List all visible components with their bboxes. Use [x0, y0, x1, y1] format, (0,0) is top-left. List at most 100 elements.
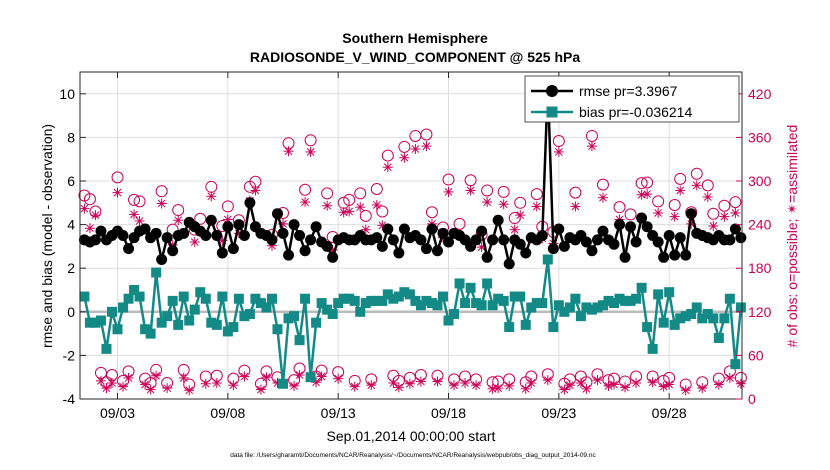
- rmse-point-105: [658, 251, 670, 263]
- bias-point-75: [493, 293, 504, 304]
- bias-point-2: [90, 317, 101, 328]
- assimilated-marker-116: [719, 211, 730, 222]
- rmse-point-66: [443, 236, 455, 248]
- assimilated-marker-76: [498, 199, 509, 210]
- x-axis-ticks: 09/03 09/08 09/13 09/18 09/23 09/28: [100, 72, 687, 421]
- bias-point-99: [625, 295, 636, 306]
- rmse-point-29: [238, 230, 250, 241]
- assimilated-marker-84: [542, 375, 553, 386]
- bias-point-111: [691, 302, 702, 313]
- possible-marker-6: [111, 171, 124, 184]
- bias-point-74: [487, 300, 498, 311]
- bias-point-109: [680, 311, 691, 322]
- rmse-point-30: [244, 197, 256, 209]
- possible-marker-76: [497, 185, 510, 198]
- bias-point-38: [289, 311, 300, 322]
- assimilated-marker-119: [735, 378, 746, 389]
- assimilated-marker-71: [471, 380, 482, 391]
- rmse-point-39: [294, 230, 306, 241]
- rmse-point-45: [327, 251, 339, 263]
- bias-point-94: [597, 300, 608, 311]
- bias-point-52: [366, 295, 377, 306]
- possible-marker-118: [729, 196, 742, 209]
- bias-point-70: [465, 282, 476, 293]
- bias-point-108: [675, 313, 686, 324]
- legend-rmse-label: rmse pr=3.3967: [579, 83, 678, 99]
- assimilated-marker-32: [255, 384, 266, 395]
- possible-marker-58: [398, 140, 411, 153]
- bias-point-95: [603, 295, 614, 306]
- assimilated-marker-33: [261, 372, 272, 383]
- assimilated-marker-1: [84, 223, 95, 234]
- rmse-point-44: [321, 240, 333, 252]
- y-tick-label-4: 4: [67, 217, 75, 233]
- x-tick-label-2: 09/13: [321, 405, 356, 421]
- rmse-point-97: [614, 219, 626, 231]
- assimilated-marker-39: [294, 370, 305, 381]
- rmse-point-119: [735, 232, 747, 244]
- assimilated-marker-94: [597, 192, 608, 203]
- assimilated-marker-59: [404, 378, 415, 389]
- x-tick-label-0: 09/03: [100, 405, 135, 421]
- bias-point-68: [454, 278, 465, 289]
- bias-point-58: [399, 287, 410, 298]
- possible-marker-94: [596, 178, 609, 191]
- possible-marker-54: [376, 205, 389, 218]
- rmse-point-41: [305, 234, 317, 246]
- rmse-point-35: [271, 208, 283, 220]
- rmse-point-117: [724, 234, 736, 246]
- assimilated-marker-98: [620, 382, 631, 393]
- rmse-point-107: [669, 249, 681, 261]
- assimilated-marker-46: [333, 373, 344, 384]
- bias-point-72: [476, 300, 487, 311]
- bias-point-113: [702, 308, 713, 319]
- y2-axis-label: # of obs: o=possible; ✴=assimilated: [784, 125, 800, 348]
- rmse-point-77: [503, 258, 515, 270]
- assimilated-marker-49: [349, 381, 360, 392]
- bias-point-81: [526, 302, 537, 313]
- rmse-point-3: [95, 225, 107, 237]
- assimilated-marker-51: [360, 224, 371, 235]
- bias-point-51: [360, 298, 371, 309]
- bias-point-101: [636, 282, 647, 293]
- assimilated-marker-117: [724, 372, 735, 383]
- rmse-point-74: [487, 234, 499, 246]
- possible-marker-10: [133, 195, 146, 208]
- bias-point-4: [101, 343, 112, 354]
- y2-axis-ticks: 0 60 120 180 240 300 360 420: [736, 86, 772, 407]
- assimilated-marker-29: [239, 371, 250, 382]
- legend-bias-label: bias pr=-0.036214: [579, 104, 692, 120]
- rmse-point-28: [233, 219, 245, 231]
- assimilated-marker-112: [697, 383, 708, 394]
- bias-point-40: [300, 293, 311, 304]
- bias-point-97: [614, 293, 625, 304]
- assimilated-marker-55: [382, 162, 393, 173]
- assimilated-marker-64: [432, 376, 443, 387]
- rmse-point-23: [205, 214, 217, 226]
- y-axis-label: rmse and bias (model - observation): [39, 124, 55, 348]
- assimilated-marker-69: [460, 378, 471, 389]
- bias-point-41: [305, 372, 316, 383]
- assimilated-marker-114: [708, 221, 719, 232]
- bias-point-23: [206, 317, 217, 328]
- rmse-point-118: [729, 223, 741, 235]
- assimilated-marker-52: [366, 380, 377, 391]
- bias-point-105: [658, 317, 669, 328]
- possible-marker-79: [514, 196, 527, 209]
- bias-point-18: [178, 291, 189, 302]
- x-tick-label-3: 09/18: [431, 405, 466, 421]
- rmse-point-86: [553, 223, 565, 235]
- assimilated-marker-17: [173, 215, 184, 226]
- assimilated-marker-66: [443, 186, 454, 197]
- assimilated-marker-78: [509, 224, 520, 235]
- rmse-point-93: [591, 234, 603, 246]
- possible-marker-86: [552, 135, 565, 148]
- bias-point-59: [404, 289, 415, 300]
- possible-marker-107: [668, 198, 681, 211]
- bias-point-107: [669, 319, 680, 330]
- bias-point-104: [653, 289, 664, 300]
- rmse-point-100: [630, 236, 642, 248]
- assimilated-marker-82: [531, 201, 542, 212]
- assimilated-marker-88: [564, 380, 575, 391]
- assimilated-marker-10: [134, 215, 145, 226]
